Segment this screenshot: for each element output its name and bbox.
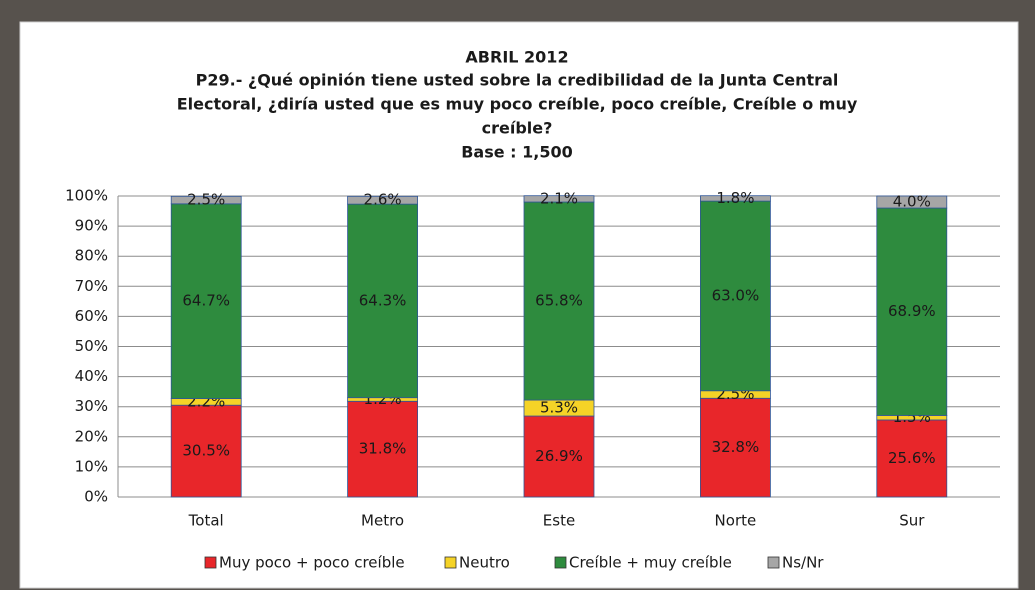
bar-segment	[523, 201, 595, 401]
y-tick-label: 90%	[75, 217, 108, 235]
bar-segment	[347, 203, 419, 399]
data-label: 65.8%	[535, 292, 583, 310]
bar-segment	[347, 195, 419, 205]
data-label: 26.9%	[535, 447, 583, 465]
bar-segment	[876, 195, 948, 209]
x-tick-label: Total	[188, 512, 224, 530]
legend-swatch	[204, 556, 217, 569]
y-tick-label: 20%	[75, 427, 108, 445]
x-tick-label: Sur	[899, 512, 925, 530]
bar-segment	[700, 200, 771, 392]
data-label: 30.5%	[182, 442, 230, 460]
bar-segment	[347, 400, 419, 498]
y-tick-label: 100%	[65, 187, 108, 205]
y-tick-label: 50%	[75, 337, 108, 355]
chart-subtitle: Electoral, ¿diría usted que es muy poco …	[177, 95, 858, 114]
bar-segment	[170, 404, 242, 498]
x-tick-label: Este	[543, 512, 575, 530]
legend-swatch	[767, 556, 780, 569]
x-tick-label: Metro	[361, 512, 404, 530]
data-label: 2.5%	[187, 191, 225, 209]
data-label: 32.8%	[712, 438, 760, 456]
legend-label: Ns/Nr	[782, 554, 824, 572]
bar-segment	[876, 207, 948, 416]
chart-base: Base : 1,500	[461, 143, 573, 162]
data-label: 68.9%	[888, 302, 936, 320]
data-label: 64.7%	[182, 292, 230, 310]
bar-segment	[523, 195, 595, 203]
chart-title: ABRIL 2012	[465, 48, 568, 67]
y-tick-label: 10%	[75, 457, 108, 475]
legend-swatch	[554, 556, 567, 569]
y-tick-label: 70%	[75, 277, 108, 295]
y-tick-label: 30%	[75, 397, 108, 415]
data-label: 25.6%	[888, 449, 936, 467]
bar-segment	[523, 415, 595, 498]
legend-swatch	[444, 556, 457, 569]
bar-segment	[700, 397, 771, 498]
data-label: 4.0%	[893, 193, 931, 211]
data-label: 2.6%	[364, 191, 402, 209]
y-tick-label: 60%	[75, 307, 108, 325]
data-label: 31.8%	[359, 440, 407, 458]
y-tick-label: 40%	[75, 367, 108, 385]
data-label: 2.1%	[540, 189, 578, 207]
data-label: 5.3%	[540, 399, 578, 417]
y-tick-label: 80%	[75, 247, 108, 265]
y-tick-label: 0%	[84, 488, 108, 506]
data-label: 64.3%	[359, 291, 407, 309]
chart-subtitle: creíble?	[482, 119, 553, 138]
legend-label: Neutro	[459, 554, 510, 572]
bar-segment	[700, 195, 771, 202]
legend-label: Creíble + muy creíble	[569, 554, 732, 572]
data-label: 1.8%	[716, 189, 754, 207]
bar-segment	[170, 195, 242, 205]
bar-segment	[170, 203, 242, 399]
data-label: 63.0%	[712, 286, 760, 304]
x-tick-label: Norte	[715, 512, 757, 530]
chart-subtitle: P29.- ¿Qué opinión tiene usted sobre la …	[196, 71, 839, 90]
legend-label: Muy poco + poco creíble	[219, 554, 405, 572]
